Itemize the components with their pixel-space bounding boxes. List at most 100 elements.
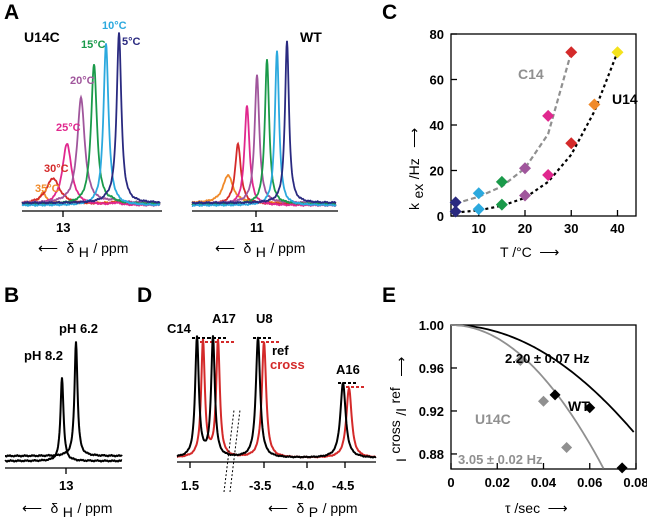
ratio-point-wt bbox=[616, 462, 628, 474]
wt-xlabel-unit: / ppm bbox=[270, 240, 305, 256]
kex-x-tick-label: 20 bbox=[518, 221, 532, 236]
panel-e: E 0 0.02 0.04 0.06 0.08 0.88 0.92 0.96 1.00 2.20… bbox=[382, 284, 647, 517]
kex-point-u14 bbox=[542, 169, 555, 182]
kex-axis-ticks: 10 20 30 40 0 20 40 60 80 bbox=[430, 27, 625, 236]
kex-point-c14 bbox=[519, 162, 531, 175]
temperature-label: 5°C bbox=[122, 36, 141, 48]
peak-a17-label: A17 bbox=[212, 311, 236, 326]
kex-point-u14 bbox=[495, 198, 508, 211]
ratio-y-tick-label: 0.96 bbox=[419, 361, 444, 376]
panel-a: A U14C WT 5°C 10°C 15°C 20°C 25°C 30°C 35°C 13… bbox=[4, 1, 338, 261]
ph-xlabel-delta: δ bbox=[51, 500, 59, 516]
ratio-point-wt bbox=[584, 402, 596, 414]
u14c-xlabel-delta: δ bbox=[67, 240, 75, 256]
kex-xlabel: T /°C ⟶ bbox=[500, 244, 559, 261]
kex-point-c14 bbox=[542, 109, 555, 122]
reference-spectrum bbox=[176, 335, 377, 459]
panel-e-label: E bbox=[382, 284, 396, 307]
legend-ref: ref bbox=[272, 343, 289, 358]
kex-fit-curves bbox=[455, 51, 619, 214]
ph-tick-label: 13 bbox=[59, 478, 73, 493]
wt-xlabel-arrow: ⟵ bbox=[215, 240, 235, 256]
panel-c-label: C bbox=[382, 1, 397, 24]
ph-low-label: pH 8.2 bbox=[24, 348, 63, 363]
kex-y-tick-label: 0 bbox=[437, 209, 444, 224]
kex-ylabel: k ex /Hz ⟶ bbox=[406, 128, 427, 210]
panel-d-label: D bbox=[137, 284, 152, 307]
ratio-x-tick-label: 0 bbox=[447, 475, 454, 490]
ratio-data-points bbox=[514, 354, 628, 474]
dp-xlabel: ⟵ δ P / ppm bbox=[268, 500, 358, 521]
panel-d: D C14 A17 U8 A16 ref cross 1.5 -3.5 -4.0… bbox=[137, 284, 377, 521]
ph-6-2-spectrum bbox=[4, 341, 123, 458]
temperature-label: 35°C bbox=[35, 183, 60, 195]
ratio-x-tick-label: 0.08 bbox=[623, 475, 647, 490]
panel-a-label: A bbox=[4, 1, 19, 24]
ratio-point-u14c bbox=[561, 442, 573, 454]
kex-ylabel-unit: /Hz bbox=[406, 158, 422, 179]
series-u14c-label: U14C bbox=[475, 411, 511, 427]
ph-xlabel-unit: / ppm bbox=[77, 500, 112, 516]
u14c-spectra bbox=[21, 32, 161, 207]
temperature-label: 30°C bbox=[44, 163, 69, 175]
temperature-label: 25°C bbox=[56, 122, 81, 134]
ratio-ylabel-base: I bbox=[393, 458, 409, 462]
kex-y-tick-label: 40 bbox=[430, 118, 444, 133]
ratio-point-u14c bbox=[538, 395, 549, 407]
ratio-ylabel-sup1: cross bbox=[387, 420, 403, 453]
kex-x-tick-label: 10 bbox=[472, 221, 486, 236]
wt-fit-label: 2.20 ± 0.07 Hz bbox=[505, 351, 590, 366]
kex-x-tick-label: 30 bbox=[564, 221, 578, 236]
wt-tick-label: 11 bbox=[250, 220, 264, 235]
dp-tick-label: -4.0 bbox=[292, 478, 314, 493]
ratio-y-tick-label: 0.88 bbox=[419, 447, 444, 462]
wt-spectra bbox=[191, 40, 337, 208]
u14c-spectrum-t25 bbox=[21, 143, 161, 207]
kex-point-c14 bbox=[565, 46, 578, 59]
wt-label: WT bbox=[300, 29, 322, 45]
kex-point-u14 bbox=[519, 189, 531, 202]
kex-y-tick-label: 60 bbox=[430, 73, 444, 88]
kex-xlabel-base: T /°C bbox=[500, 244, 532, 260]
ratio-x-tick-label: 0.02 bbox=[485, 475, 510, 490]
kex-fit-c14 bbox=[455, 51, 573, 205]
u14c-spectrum-t5 bbox=[21, 32, 161, 205]
ratio-y-tick-label: 1.00 bbox=[419, 318, 444, 333]
dp-xlabel-unit: / ppm bbox=[323, 500, 358, 516]
wt-spectrum-t5 bbox=[191, 40, 337, 205]
wt-xlabel: ⟵ δ H / ppm bbox=[215, 240, 305, 261]
kex-ylabel-arrow: ⟶ bbox=[406, 128, 422, 148]
ph-8-2-spectrum bbox=[4, 377, 123, 463]
ratio-x-tick-label: 0.04 bbox=[531, 475, 557, 490]
kex-y-tick-label: 80 bbox=[430, 27, 444, 42]
kex-fit-u14 bbox=[455, 51, 619, 214]
kex-y-tick-label: 20 bbox=[430, 164, 444, 179]
ratio-point-u14c bbox=[514, 354, 526, 366]
u14c-label: U14C bbox=[24, 29, 60, 45]
ratio-xlabel: τ /sec ⟶ bbox=[505, 500, 568, 517]
peak-c14-label: C14 bbox=[167, 321, 192, 336]
dp-xlabel-delta: δ bbox=[297, 500, 305, 516]
axis-break-right bbox=[229, 409, 241, 493]
peak-markers bbox=[192, 337, 365, 388]
kex-ylabel-sub: ex bbox=[410, 184, 426, 199]
ratio-fit-u14c bbox=[451, 324, 605, 470]
legend-cross: cross bbox=[270, 357, 305, 372]
kex-point-u14 bbox=[565, 137, 578, 150]
ratio-xlabel-base: τ /sec bbox=[505, 500, 540, 516]
u14c-fit-label: 3.05 ± 0.02 Hz bbox=[458, 452, 543, 467]
wt-xlabel-sub: H bbox=[256, 244, 266, 260]
u14c-xlabel-unit: / ppm bbox=[93, 240, 128, 256]
ratio-point-wt bbox=[549, 389, 561, 401]
wt-xlabel-delta: δ bbox=[244, 240, 252, 256]
ratio-ylabel: I cross /I ref ⟶ bbox=[387, 357, 410, 462]
u14c-tick-label: 13 bbox=[56, 220, 70, 235]
ratio-xlabel-arrow: ⟶ bbox=[548, 500, 568, 516]
temperature-labels: 5°C 10°C 15°C 20°C 25°C 30°C 35°C bbox=[35, 20, 141, 195]
ratio-axis-ticks: 0 0.02 0.04 0.06 0.08 0.88 0.92 0.96 1.00 bbox=[419, 318, 647, 490]
kex-point-u14 bbox=[611, 46, 624, 59]
kex-point-c14 bbox=[449, 196, 462, 209]
ph-high-label: pH 6.2 bbox=[59, 321, 98, 336]
temperature-label: 20°C bbox=[70, 75, 95, 87]
